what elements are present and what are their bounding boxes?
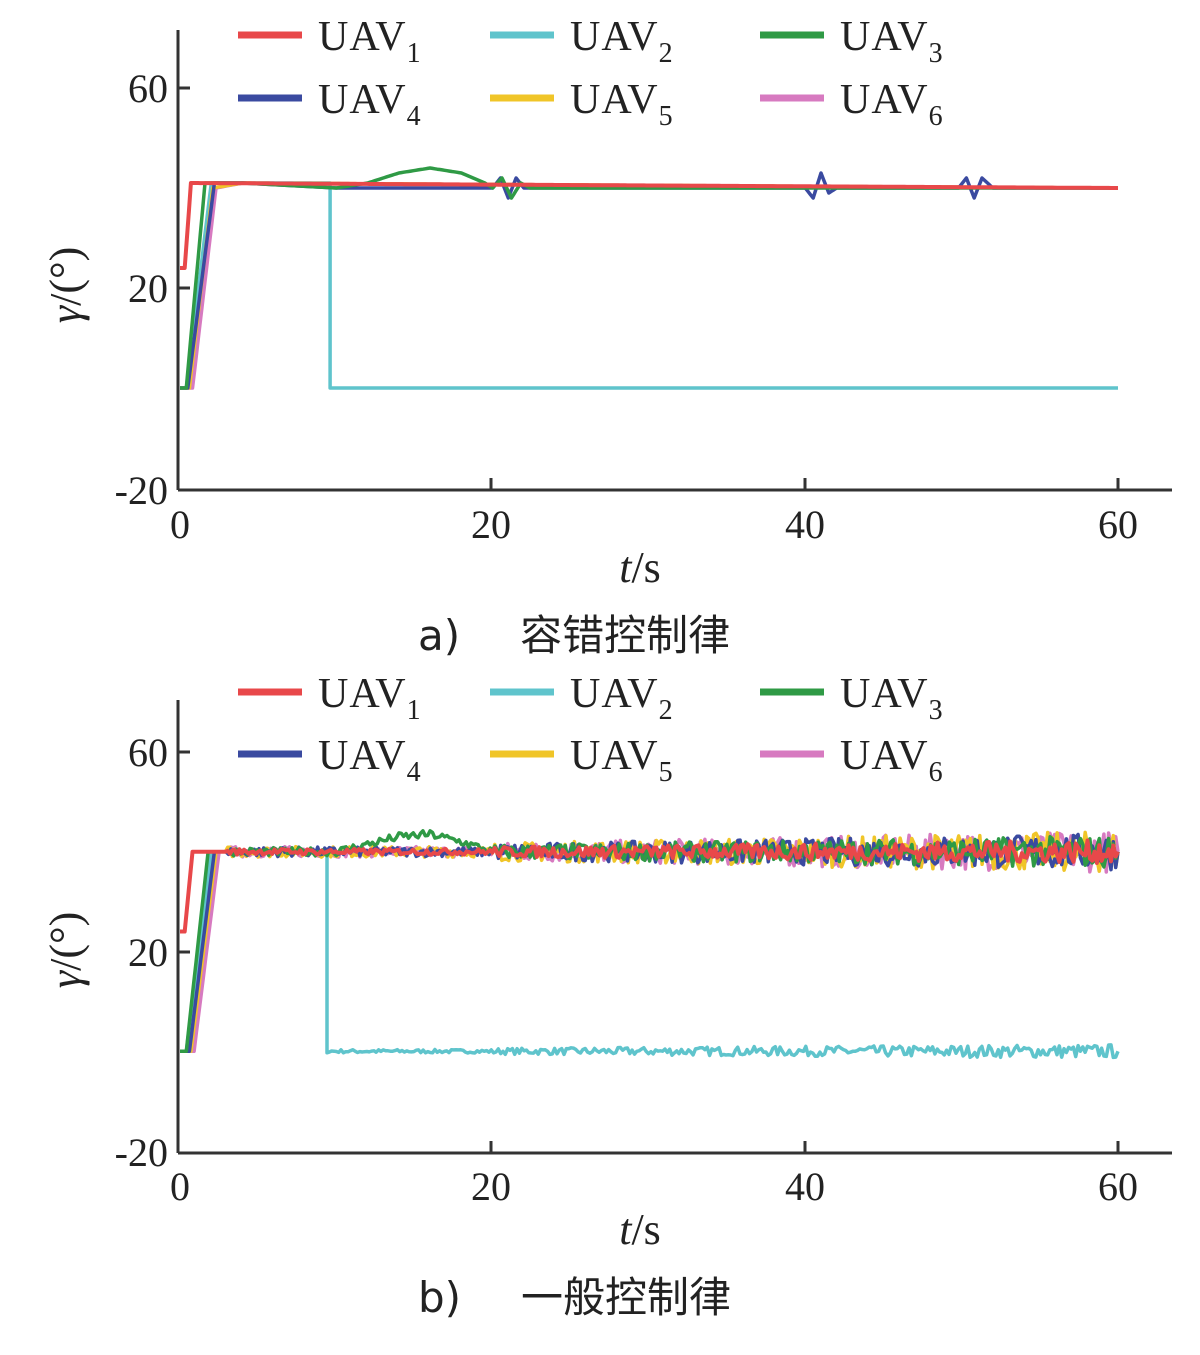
xtick-label-b-20: 20 <box>471 1164 511 1209</box>
xtick-label-a-40: 40 <box>785 502 825 547</box>
legend-entry-b-uav5: UAV5 <box>570 733 674 788</box>
ytick-label-b-neg20: -20 <box>115 1130 168 1175</box>
legend-sub-b-uav4: 4 <box>407 757 422 788</box>
legend-base-b-uav3: UAV <box>840 671 929 717</box>
series-line-b-uav3 <box>180 829 1120 1054</box>
legend-entry-b-uav4: UAV4 <box>318 733 422 788</box>
legend-sub-b-uav1: 1 <box>407 695 422 726</box>
x-axis-label-a-main: t <box>619 543 633 592</box>
legend-base-a-uav3: UAV <box>840 14 929 60</box>
x-axis-label-a: t/s <box>619 543 661 592</box>
caption-a-label: a) <box>418 611 460 660</box>
legend-sub-b-uav3: 3 <box>929 695 944 726</box>
series-line-a-uav5 <box>180 181 1118 390</box>
xtick-label-a-0: 0 <box>170 502 190 547</box>
legend-base-b-uav5: UAV <box>570 733 659 779</box>
xtick-label-b-60: 60 <box>1098 1164 1138 1209</box>
legend-sub-b-uav6: 6 <box>929 757 944 788</box>
legend-sub-a-uav6: 6 <box>929 101 944 132</box>
xtick-label-a-60: 60 <box>1098 502 1138 547</box>
x-axis-label-b-unit: /s <box>631 1205 660 1254</box>
ytick-label-a-60: 60 <box>128 66 168 111</box>
legend-entry-a-uav5: UAV5 <box>570 77 674 132</box>
ytick-label-b-20: 20 <box>128 930 168 975</box>
xtick-label-b-0: 0 <box>170 1164 190 1209</box>
ytick-label-a-neg20: -20 <box>115 468 168 513</box>
chart-panel-a: 60 20 -20 0 20 40 60 t/s γ/(°) UAV1 UAV2… <box>41 14 1172 660</box>
legend-base-b-uav2: UAV <box>570 671 659 717</box>
legend-entry-a-uav3: UAV3 <box>840 14 944 69</box>
legend-sub-a-uav4: 4 <box>407 101 422 132</box>
legend-entry-a-uav4: UAV4 <box>318 77 422 132</box>
caption-b: b) 一般控制律 <box>418 1273 731 1322</box>
legend-sub-a-uav2: 2 <box>659 38 674 69</box>
y-axis-label-b-main: γ <box>41 969 90 988</box>
legend-base-b-uav1: UAV <box>318 671 407 717</box>
xtick-label-b-40: 40 <box>785 1164 825 1209</box>
chart-panel-b: 60 20 -20 0 20 40 60 t/s γ/(°) UAV1 UAV2… <box>41 671 1172 1322</box>
legend-sub-b-uav2: 2 <box>659 695 674 726</box>
legend-entry-b-uav1: UAV1 <box>318 671 422 726</box>
legend-b: UAV1 UAV2 UAV3 UAV4 UAV5 UAV6 <box>238 671 944 788</box>
series-line-b-uav2 <box>180 848 1120 1060</box>
xtick-label-a-20: 20 <box>471 502 511 547</box>
legend-sub-b-uav5: 5 <box>659 757 674 788</box>
legend-base-a-uav2: UAV <box>570 14 659 60</box>
legend-entry-a-uav1: UAV1 <box>318 14 422 69</box>
series-line-a-uav1 <box>180 181 1118 270</box>
y-axis-label-b-unit: /(°) <box>41 912 90 971</box>
legend-entry-b-uav6: UAV6 <box>840 733 944 788</box>
x-axis-label-b: t/s <box>619 1205 661 1254</box>
caption-a: a) 容错控制律 <box>418 611 730 660</box>
y-axis-label-a-main: γ <box>41 304 90 323</box>
legend-base-a-uav6: UAV <box>840 77 929 123</box>
y-axis-label-a-unit: /(°) <box>41 247 90 306</box>
legend-entry-b-uav2: UAV2 <box>570 671 674 726</box>
series-line-b-uav6 <box>180 831 1120 1054</box>
series-line-b-uav1 <box>180 838 1120 934</box>
legend-entry-a-uav2: UAV2 <box>570 14 674 69</box>
caption-a-text: 容错控制律 <box>520 611 730 660</box>
series-line-a-uav4 <box>180 171 1118 390</box>
ytick-label-a-20: 20 <box>128 266 168 311</box>
series-line-a-uav3 <box>180 166 1118 390</box>
legend-sub-a-uav5: 5 <box>659 101 674 132</box>
legend-sub-a-uav3: 3 <box>929 38 944 69</box>
series-line-b-uav4 <box>180 832 1120 1054</box>
x-axis-label-b-main: t <box>619 1205 633 1254</box>
legend-sub-a-uav1: 1 <box>407 38 422 69</box>
y-axis-label-b: γ/(°) <box>41 912 90 988</box>
series-line-b-uav5 <box>180 830 1120 1054</box>
legend-base-a-uav5: UAV <box>570 77 659 123</box>
series-line-a-uav2 <box>180 181 1118 390</box>
legend-base-b-uav4: UAV <box>318 733 407 779</box>
legend-entry-b-uav3: UAV3 <box>840 671 944 726</box>
y-axis-label-a: γ/(°) <box>41 247 90 323</box>
legend-entry-a-uav6: UAV6 <box>840 77 944 132</box>
legend-base-a-uav1: UAV <box>318 14 407 60</box>
legend-base-b-uav6: UAV <box>840 733 929 779</box>
caption-b-text: 一般控制律 <box>521 1273 731 1322</box>
legend-base-a-uav4: UAV <box>318 77 407 123</box>
legend-a: UAV1 UAV2 UAV3 UAV4 UAV5 UAV6 <box>238 14 944 132</box>
series-group-a <box>180 166 1118 390</box>
caption-b-label: b) <box>418 1273 461 1322</box>
ytick-label-b-60: 60 <box>128 730 168 775</box>
series-line-a-uav6 <box>180 181 1118 390</box>
series-group-b <box>180 829 1120 1060</box>
x-axis-label-a-unit: /s <box>631 543 660 592</box>
